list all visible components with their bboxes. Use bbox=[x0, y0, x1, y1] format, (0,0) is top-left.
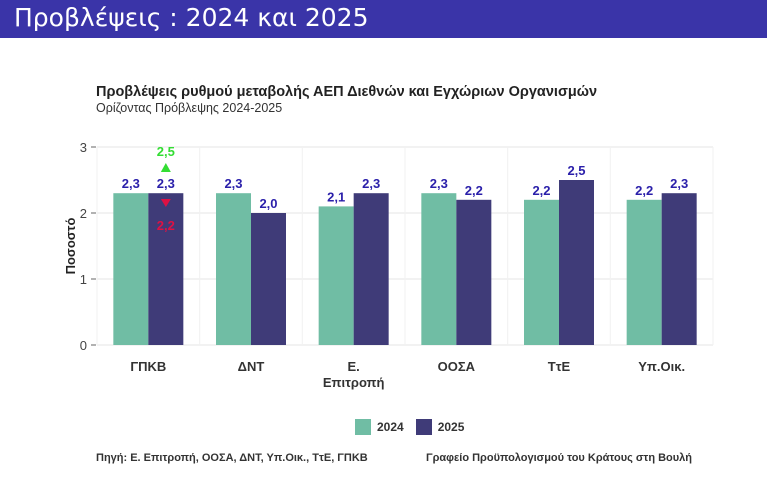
y-axis-label: Ποσοστό bbox=[63, 218, 78, 275]
annotation-lower-label: 2,2 bbox=[157, 218, 175, 233]
x-tick-label: ΤτΕ bbox=[548, 359, 571, 374]
legend-item-2025: 2025 bbox=[415, 419, 465, 435]
data-label-2025: 2,3 bbox=[157, 176, 175, 191]
data-label-2024: 2,2 bbox=[532, 183, 550, 198]
data-label-2025: 2,5 bbox=[567, 163, 585, 178]
bar-2025 bbox=[148, 193, 184, 345]
y-tick-label: 3 bbox=[80, 140, 87, 155]
x-tick-label: ΓΠΚΒ bbox=[130, 359, 166, 374]
x-tick-label: Επιτροπή bbox=[323, 375, 385, 390]
bar-2025 bbox=[251, 213, 286, 345]
legend-item-2024: 2024 bbox=[355, 419, 404, 435]
data-label-2025: 2,2 bbox=[465, 183, 483, 198]
source-note: Πηγή: Ε. Επιτροπή, ΟΟΣΑ, ΔΝΤ, Υπ.Οικ., Τ… bbox=[96, 452, 368, 464]
legend-swatch-2024 bbox=[355, 419, 371, 435]
x-tick-label: Ε. bbox=[348, 359, 360, 374]
legend: 2024 2025 bbox=[355, 419, 476, 435]
y-tick-label: 0 bbox=[80, 338, 87, 353]
bar-2025 bbox=[661, 193, 697, 345]
down-arrow-icon bbox=[160, 199, 171, 207]
up-arrow-icon bbox=[160, 163, 171, 172]
y-tick-label: 1 bbox=[80, 272, 87, 287]
legend-label-2024: 2024 bbox=[377, 420, 404, 434]
data-label-2024: 2,2 bbox=[635, 183, 653, 198]
bar-2024 bbox=[626, 199, 662, 345]
x-tick-label: Υπ.Οικ. bbox=[638, 359, 685, 374]
x-tick-label: ΟΟΣΑ bbox=[438, 359, 476, 374]
bar-2024 bbox=[318, 206, 354, 345]
bar-2025 bbox=[456, 199, 492, 345]
bar-2024 bbox=[524, 199, 559, 345]
data-label-2025: 2,0 bbox=[259, 196, 277, 211]
office-note: Γραφείο Προϋπολογισμού του Κράτους στη Β… bbox=[426, 452, 693, 464]
data-label-2024: 2,3 bbox=[430, 176, 448, 191]
chart-title: Προβλέψεις ρυθμού μεταβολής ΑΕΠ Διεθνών … bbox=[96, 84, 598, 100]
annotation-upper-label: 2,5 bbox=[157, 144, 175, 159]
legend-label-2025: 2025 bbox=[437, 420, 465, 434]
header-banner: Προβλέψεις : 2024 και 2025 bbox=[0, 0, 767, 38]
bar-2024 bbox=[113, 193, 149, 345]
bar-2024 bbox=[421, 193, 457, 345]
data-label-2024: 2,3 bbox=[122, 176, 140, 191]
legend-swatch-2025 bbox=[415, 419, 432, 435]
data-label-2025: 2,3 bbox=[670, 176, 688, 191]
bar-2024 bbox=[216, 193, 251, 345]
data-label-2024: 2,3 bbox=[224, 176, 242, 191]
y-tick-label: 2 bbox=[80, 206, 87, 221]
data-label-2024: 2,1 bbox=[327, 189, 345, 204]
chart-subtitle: Ορίζοντας Πρόβλεψης 2024-2025 bbox=[96, 101, 283, 115]
bar-2025 bbox=[559, 180, 594, 345]
data-label-2025: 2,3 bbox=[362, 176, 380, 191]
bar-2025 bbox=[353, 193, 389, 345]
x-tick-label: ΔΝΤ bbox=[238, 359, 265, 374]
page-title: Προβλέψεις : 2024 και 2025 bbox=[14, 3, 369, 32]
